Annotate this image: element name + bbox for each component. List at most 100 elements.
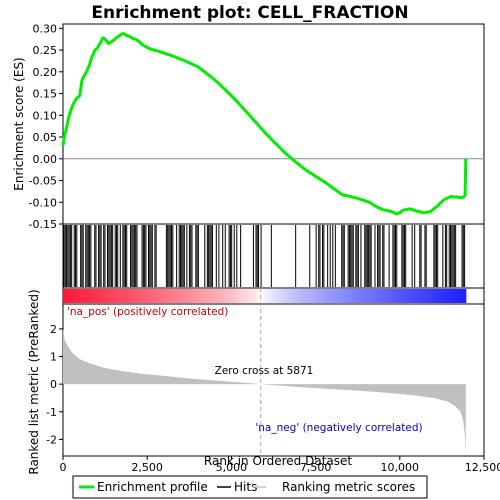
colorbar-segment	[418, 289, 423, 303]
colorbar-segment	[207, 289, 212, 303]
enrichment-profile-line	[61, 32, 468, 216]
colorbar-segment	[435, 289, 440, 303]
colorbar-segment	[193, 289, 198, 303]
colorbar-segment	[355, 289, 359, 303]
x-axis-label: Rank in Ordered Dataset	[204, 454, 352, 468]
colorbar-segment	[170, 289, 175, 303]
colorbar-segment	[146, 289, 151, 303]
colorbar-segment	[197, 289, 202, 303]
colorbar-segment	[398, 289, 403, 303]
es-ytick-label: 0.25	[33, 44, 58, 57]
colorbar-segment	[462, 289, 467, 303]
es-ytick-label: -0.10	[29, 196, 57, 209]
colorbar-segment	[89, 289, 94, 303]
colorbar-segment	[324, 289, 329, 303]
zero-cross-label: Zero cross at 5871	[215, 365, 314, 377]
colorbar-segment	[348, 289, 353, 303]
colorbar-segment	[227, 289, 232, 303]
colorbar-segment	[187, 289, 192, 303]
colorbar-segment	[264, 289, 269, 303]
colorbar-segment	[261, 289, 265, 303]
colorbar-segment	[133, 289, 138, 303]
colorbar-segment	[210, 289, 215, 303]
colorbar-segment	[116, 289, 121, 303]
x-tick-label: 10,000	[381, 461, 420, 474]
colorbar-segment	[415, 289, 420, 303]
ranking-metric-area	[63, 328, 466, 456]
colorbar-segment	[244, 289, 249, 303]
na-pos-label: 'na_pos' (positively correlated)	[67, 306, 228, 318]
x-tick-label: 5,000	[216, 461, 248, 474]
colorbar-segment	[120, 289, 124, 303]
colorbar-segment	[203, 289, 208, 303]
colorbar-segment	[388, 289, 393, 303]
colorbar-segment	[113, 289, 118, 303]
colorbar-segment	[334, 289, 339, 303]
colorbar-segment	[412, 289, 416, 303]
x-tick-label: 0	[60, 461, 67, 474]
colorbar-segment	[321, 289, 326, 303]
colorbar-segment	[452, 289, 457, 303]
metric-ytick-label: 1	[50, 351, 57, 364]
metric-ytick-label: -2	[46, 433, 57, 446]
colorbar-segment	[284, 289, 289, 303]
colorbar-segment	[432, 289, 437, 303]
es-ytick-label: 0.05	[33, 131, 58, 144]
colorbar-segment	[365, 289, 369, 303]
colorbar-segment	[338, 289, 343, 303]
colorbar-segment	[425, 289, 430, 303]
colorbar-segment	[156, 289, 161, 303]
x-tick-label: 12,500	[465, 461, 500, 474]
colorbar-segment	[328, 289, 333, 303]
colorbar-segment	[351, 289, 356, 303]
colorbar-segment	[163, 289, 168, 303]
colorbar-segment	[96, 289, 101, 303]
colorbar-segment	[220, 289, 225, 303]
es-ytick-label: -0.05	[29, 175, 57, 188]
colorbar-segment	[79, 289, 84, 303]
colorbar-segment	[274, 289, 279, 303]
colorbar-segment	[214, 289, 218, 303]
colorbar-segment	[76, 289, 81, 303]
colorbar-segment	[69, 289, 74, 303]
colorbar-segment	[375, 289, 380, 303]
colorbar-segment	[177, 289, 181, 303]
colorbar-segment	[73, 289, 77, 303]
colorbar-segment	[358, 289, 363, 303]
legend-hits-label: Hits	[234, 480, 257, 494]
colorbar-segment	[173, 289, 178, 303]
colorbar-segment	[109, 289, 114, 303]
colorbar-segment	[150, 289, 155, 303]
colorbar-segment	[455, 289, 460, 303]
colorbar-segment	[160, 289, 165, 303]
colorbar-segment	[83, 289, 87, 303]
colorbar-segment	[402, 289, 406, 303]
legend-enrichment-label: Enrichment profile	[97, 480, 208, 494]
colorbar-segment	[391, 289, 396, 303]
colorbar-segment	[408, 289, 413, 303]
colorbar-segment	[234, 289, 239, 303]
colorbar-segment	[143, 289, 148, 303]
colorbar-segment	[428, 289, 433, 303]
colorbar-segment	[167, 289, 171, 303]
es-ytick-label: 0.15	[33, 88, 58, 101]
colorbar-segment	[304, 289, 309, 303]
es-ylabel: Enrichment score (ES)	[12, 57, 26, 190]
colorbar-segment	[311, 289, 316, 303]
es-ytick-label: 0.30	[33, 22, 58, 35]
legend-box	[72, 475, 428, 499]
colorbar-segment	[106, 289, 111, 303]
na-neg-label: 'na_neg' (negatively correlated)	[255, 422, 422, 434]
colorbar-segment	[344, 289, 349, 303]
colorbar-segment	[190, 289, 195, 303]
es-panel-frame	[62, 23, 485, 225]
colorbar-segment	[291, 289, 296, 303]
colorbar-segment	[250, 289, 255, 303]
colorbar-segment	[314, 289, 319, 303]
colorbar-segment	[438, 289, 443, 303]
colorbar-segment	[240, 289, 245, 303]
colorbar-segment	[93, 289, 98, 303]
metric-panel-axis: -2 -1 0 1 2 0 2,500 5,000 7,500 10,000 12,500	[46, 323, 500, 474]
colorbar-segment	[257, 289, 262, 303]
